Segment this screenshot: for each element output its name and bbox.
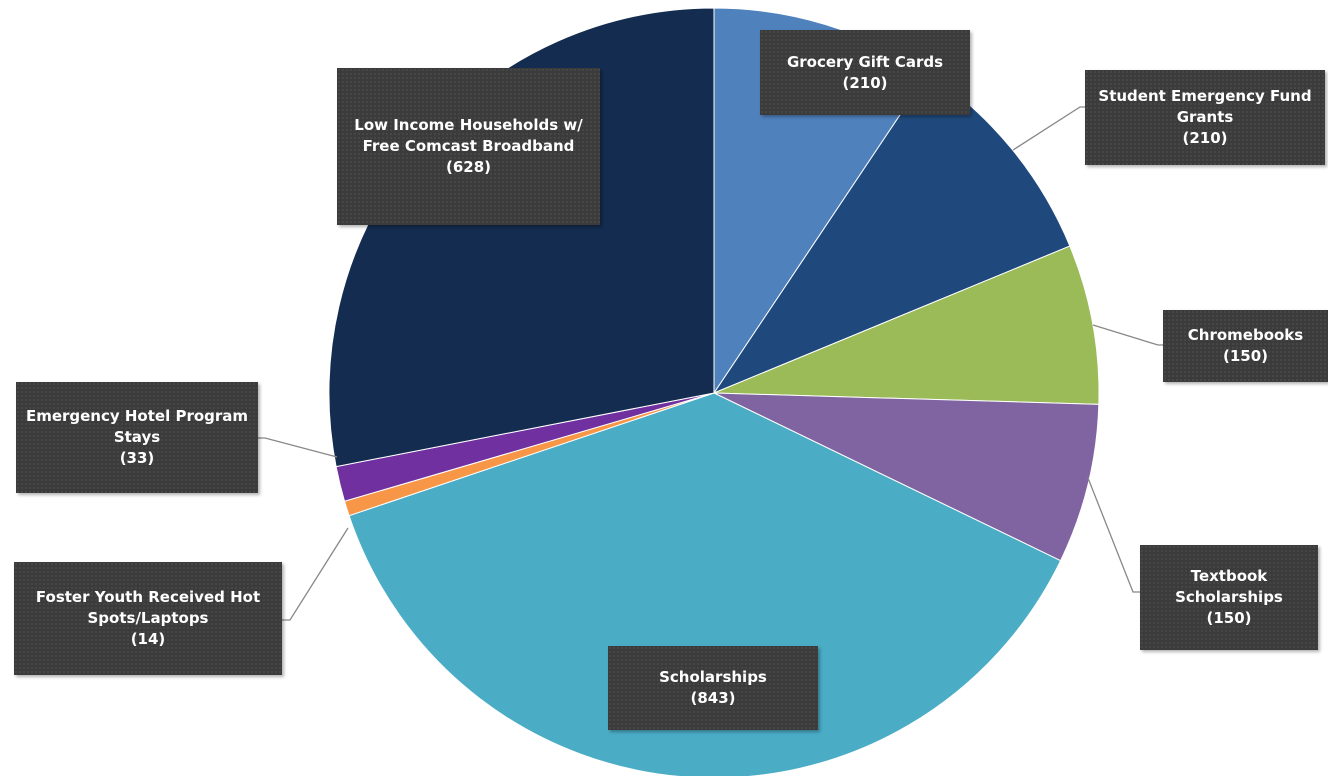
value-label: (843) — [690, 689, 736, 707]
data-label: Textbook Scholarships (150) — [1140, 545, 1318, 650]
category-label: Textbook Scholarships — [1175, 567, 1283, 606]
leader-line — [282, 527, 349, 621]
value-label: (150) — [1222, 347, 1269, 365]
category-label: Emergency Hotel Program Stays — [25, 407, 249, 446]
value-label: (14) — [130, 630, 166, 648]
leader-line — [1087, 477, 1140, 593]
data-label: Grocery Gift Cards (210) — [760, 30, 970, 115]
value-label: (33) — [119, 449, 155, 467]
data-label: Chromebooks (150) — [1163, 310, 1328, 382]
value-label: (210) — [842, 73, 888, 92]
pie-slice — [713, 245, 1100, 405]
category-label: Student Emergency Fund Grants — [1098, 87, 1312, 126]
category-label: Scholarships — [659, 668, 767, 686]
data-label: Student Emergency Fund Grants (210) — [1085, 70, 1325, 165]
leader-line — [1092, 324, 1163, 346]
data-label: Emergency Hotel Program Stays (33) — [16, 382, 258, 493]
leader-line — [1012, 106, 1085, 151]
data-label: Foster Youth Received Hot Spots/Laptops (… — [14, 562, 282, 675]
category-label: Foster Youth Received Hot Spots/Laptops — [35, 588, 261, 627]
category-label: Grocery Gift Cards — [786, 52, 944, 71]
value-label: (150) — [1206, 609, 1252, 627]
value-label: (210) — [1182, 129, 1228, 147]
value-label: (628) — [445, 158, 492, 176]
data-label: Low Income Households w/ Free Comcast Br… — [337, 68, 600, 225]
category-label: Chromebooks — [1187, 326, 1304, 344]
pie-slice — [348, 392, 1062, 776]
category-label: Low Income Households w/ Free Comcast Br… — [354, 116, 583, 155]
pie-slice — [713, 392, 1100, 562]
data-label: Scholarships (843) — [608, 646, 818, 730]
leader-line — [258, 437, 338, 458]
